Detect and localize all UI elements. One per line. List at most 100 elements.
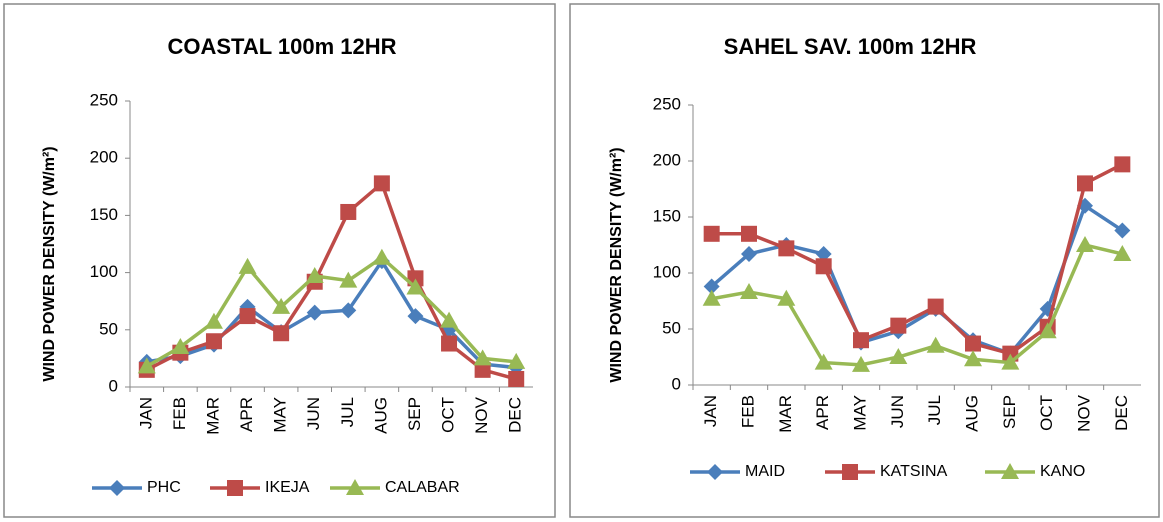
marker-triangle	[777, 289, 796, 306]
legend-label: KATSINA	[880, 463, 948, 480]
marker-diamond	[306, 304, 323, 321]
x-tick-label: AUG	[371, 397, 390, 434]
marker-square	[441, 335, 458, 352]
chart-title: COASTAL 100m 12HR	[167, 34, 396, 59]
panel-frame	[3, 3, 556, 518]
marker-triangle	[171, 337, 190, 354]
y-tick-label: 250	[653, 94, 681, 113]
marker-square	[815, 258, 832, 275]
marker-square	[340, 203, 357, 220]
x-tick-label: MAY	[271, 397, 290, 433]
y-axis-label: WIND POWER DENSITY (W/m²)	[608, 147, 625, 382]
marker-triangle	[272, 297, 291, 314]
x-tick-label: JAN	[701, 395, 720, 427]
marker-square	[927, 298, 944, 315]
marker-diamond	[340, 302, 357, 319]
x-tick-label: JAN	[136, 397, 155, 429]
x-tick-label: MAY	[850, 395, 869, 431]
marker-triangle	[852, 355, 870, 372]
marker-square	[778, 240, 795, 257]
marker-square	[205, 333, 222, 350]
y-tick-label: 100	[653, 262, 681, 281]
marker-square	[227, 480, 243, 496]
x-tick-label: OCT	[439, 397, 458, 433]
y-tick-label: 150	[653, 206, 681, 225]
y-tick-label: 0	[672, 374, 681, 393]
marker-triangle	[1113, 244, 1132, 261]
x-tick-label: FEB	[738, 395, 757, 428]
x-tick-label: MAR	[776, 395, 795, 433]
marker-square	[842, 464, 858, 480]
x-tick-label: SEP	[1000, 395, 1019, 429]
marker-triangle	[346, 479, 364, 495]
marker-square	[239, 308, 256, 325]
marker-diamond	[109, 480, 125, 496]
marker-triangle	[406, 278, 425, 295]
x-tick-label: DEC	[1112, 395, 1131, 431]
y-tick-label: 150	[90, 205, 118, 224]
x-tick-label: APR	[813, 395, 832, 430]
marker-triangle	[702, 289, 721, 306]
x-tick-label: JUN	[888, 395, 907, 428]
legend-label: MAID	[745, 463, 785, 480]
y-tick-label: 50	[662, 318, 681, 337]
marker-diamond	[707, 464, 723, 480]
marker-square	[273, 325, 290, 342]
y-tick-label: 250	[90, 90, 118, 109]
x-tick-label: JUL	[925, 395, 944, 425]
marker-triangle	[137, 357, 156, 374]
legend-label: PHC	[147, 479, 181, 496]
x-tick-label: SEP	[405, 397, 424, 431]
x-tick-label: NOV	[1074, 394, 1093, 432]
marker-triangle	[339, 271, 358, 288]
y-tick-label: 200	[653, 150, 681, 169]
marker-diamond	[815, 245, 832, 262]
marker-triangle	[305, 267, 324, 284]
marker-diamond	[741, 245, 757, 262]
marker-diamond	[407, 308, 424, 325]
x-tick-label: JUN	[304, 397, 323, 430]
marker-square	[853, 332, 869, 349]
marker-triangle	[926, 336, 945, 353]
marker-diamond	[703, 278, 720, 295]
marker-triangle	[964, 350, 982, 367]
panel-frame	[569, 3, 1160, 518]
marker-square	[741, 225, 757, 242]
marker-triangle	[1001, 353, 1020, 370]
marker-triangle	[889, 348, 908, 364]
marker-triangle	[238, 257, 257, 274]
marker-triangle	[1001, 463, 1019, 479]
marker-square	[965, 335, 981, 352]
marker-square	[474, 361, 491, 378]
marker-triangle	[473, 349, 492, 366]
legend-label: CALABAR	[385, 479, 460, 496]
x-tick-label: JUL	[338, 397, 357, 427]
legend-label: KANO	[1040, 463, 1085, 480]
y-tick-label: 50	[99, 319, 118, 338]
marker-square	[1077, 175, 1093, 192]
legend-label: IKEJA	[265, 479, 310, 496]
marker-square	[373, 175, 390, 192]
marker-triangle	[1038, 322, 1057, 339]
chart-title: SAHEL SAV. 100m 12HR	[724, 34, 977, 59]
marker-triangle	[372, 248, 391, 265]
y-tick-label: 200	[90, 148, 118, 167]
marker-triangle	[507, 352, 526, 369]
marker-square	[890, 317, 907, 334]
x-tick-label: NOV	[472, 396, 491, 434]
marker-diamond	[1114, 222, 1131, 239]
x-tick-label: MAR	[203, 397, 222, 435]
series-line	[711, 242, 1123, 367]
x-tick-label: APR	[237, 397, 256, 432]
marker-triangle	[204, 312, 223, 329]
x-tick-label: FEB	[170, 397, 189, 430]
marker-triangle	[1076, 236, 1094, 252]
x-tick-label: AUG	[962, 395, 981, 432]
marker-square	[508, 370, 525, 387]
x-tick-label: OCT	[1037, 395, 1056, 431]
y-tick-label: 100	[90, 262, 118, 281]
marker-triangle	[440, 311, 459, 328]
x-tick-label: DEC	[506, 397, 525, 433]
